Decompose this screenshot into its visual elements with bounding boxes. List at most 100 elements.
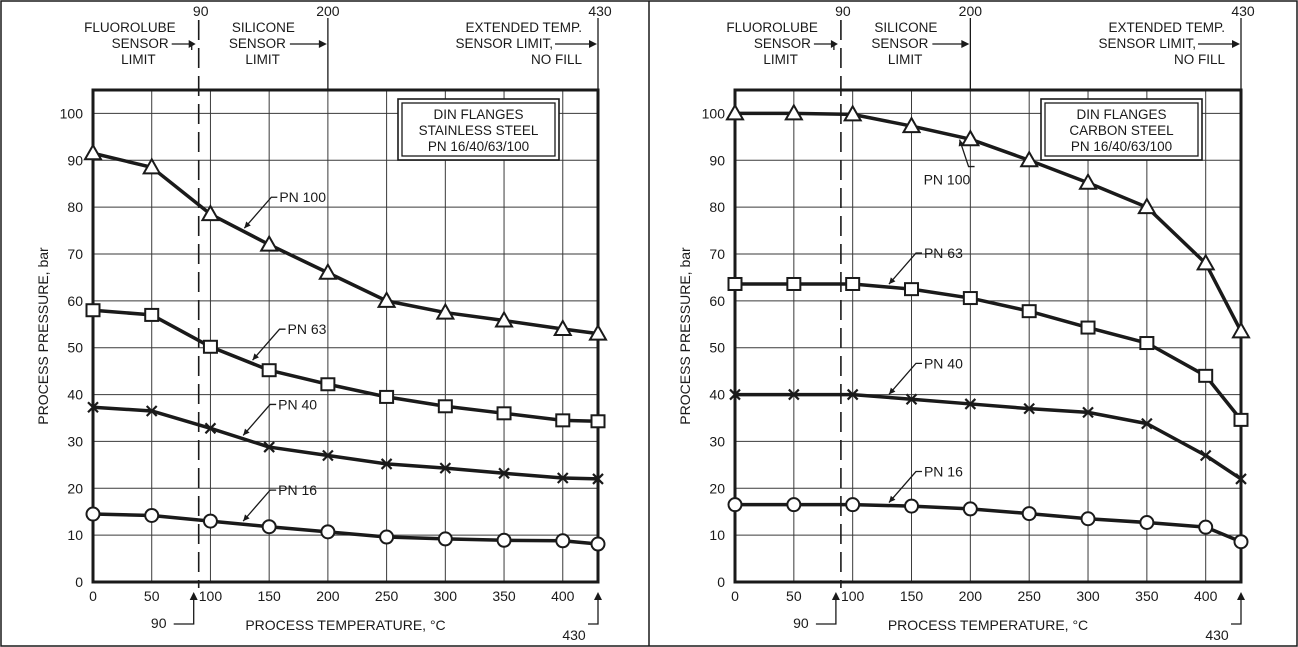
x-tick-label: 0 <box>731 588 739 604</box>
data-point-pn-16 <box>1139 514 1155 530</box>
data-point-pn-40 <box>905 393 918 406</box>
y-tick-label: 100 <box>60 105 84 121</box>
chart-carbon-steel: 0 10 20 30 40 50 60 70 80 90 100 0 50 100 150 200 250 300… <box>677 3 1255 643</box>
data-point-pn-16 <box>144 507 160 523</box>
chart-stainless-steel: 0 10 20 30 40 50 60 70 80 90 100 0 50 100 150 200 250 300… <box>35 3 612 643</box>
data-point-pn-63 <box>1233 412 1249 427</box>
limit-value-200: 200 <box>959 3 983 19</box>
legend-box-inner <box>401 102 556 157</box>
data-point-pn-100 <box>435 302 456 320</box>
legend-box-text: PN 16/40/63/100 <box>428 139 529 154</box>
y-tick-label: 60 <box>67 293 83 309</box>
y-tick-label: 30 <box>709 433 725 449</box>
limit-value-90: 90 <box>835 3 851 19</box>
data-point-pn-40 <box>439 462 452 474</box>
data-point-pn-40 <box>498 467 510 480</box>
series-line-pn-63 <box>735 282 1243 421</box>
plot-frame <box>733 88 1243 584</box>
legend-box-text: PN 16/40/63/100 <box>1071 139 1172 154</box>
data-point-pn-63 <box>496 406 512 421</box>
limit-value-430: 430 <box>1231 3 1255 19</box>
bottom-430-arrowhead <box>1237 592 1245 600</box>
bottom-430-arrow <box>1231 600 1242 625</box>
data-point-pn-40 <box>1235 473 1247 485</box>
data-point-pn-40 <box>846 388 859 401</box>
extended-arrowhead <box>589 40 597 48</box>
data-point-pn-40 <box>556 472 569 484</box>
x-tick-label: 50 <box>144 588 160 604</box>
extended-arrowhead <box>1232 40 1240 48</box>
series-leader-line <box>242 403 277 436</box>
data-point-pn-100 <box>901 116 922 134</box>
series-label: PN 16 <box>278 482 317 498</box>
data-point-pn-16 <box>962 501 978 517</box>
x-tick-label: 150 <box>900 588 924 604</box>
data-point-pn-16 <box>786 497 802 513</box>
silicone-label: SENSOR <box>871 36 928 51</box>
y-tick-label: 50 <box>67 340 83 356</box>
data-point-pn-40 <box>263 441 275 453</box>
bottom-430-arrowhead <box>594 592 602 600</box>
series-leader-arrowhead <box>243 514 250 522</box>
data-point-pn-16 <box>904 498 920 514</box>
data-point-pn-63 <box>904 282 920 297</box>
x-tick-label: 100 <box>841 588 865 604</box>
x-tick-label: 250 <box>375 588 399 604</box>
x-tick-label: 250 <box>1018 588 1042 604</box>
data-point-pn-16 <box>496 532 512 548</box>
y-tick-label: 80 <box>709 199 725 215</box>
fluorolube-label: LIMIT <box>121 52 156 67</box>
data-point-pn-63 <box>437 399 453 414</box>
bottom-90-label: 90 <box>793 615 809 631</box>
series-line-pn-16 <box>735 502 1242 544</box>
data-point-pn-100 <box>588 323 608 341</box>
series-leader-line <box>252 328 286 361</box>
data-point-pn-40 <box>729 388 741 401</box>
bottom-430-label: 430 <box>562 627 586 643</box>
legend-box-text: STAINLESS STEEL <box>419 123 539 138</box>
data-point-pn-63 <box>786 276 802 291</box>
bottom-90-label: 90 <box>151 615 167 631</box>
data-point-pn-16 <box>845 497 861 513</box>
series-label: PN 40 <box>278 396 317 412</box>
data-point-pn-100 <box>842 104 863 122</box>
fluorolube-label: SENSOR <box>112 36 169 51</box>
data-point-pn-40 <box>1023 402 1035 415</box>
data-point-pn-100 <box>141 157 162 175</box>
data-point-pn-100 <box>376 290 397 308</box>
x-tick-label: 0 <box>89 588 97 604</box>
data-point-pn-100 <box>960 129 981 147</box>
data-point-pn-100 <box>494 310 514 328</box>
limit-value-200: 200 <box>316 3 340 19</box>
data-point-pn-63 <box>590 414 606 429</box>
series-leader-line <box>888 252 922 285</box>
series-label: PN 100 <box>924 172 971 188</box>
extended-label: EXTENDED TEMP. <box>1108 20 1225 35</box>
legend-box-text: CARBON STEEL <box>1069 123 1174 138</box>
data-point-pn-16 <box>202 513 218 529</box>
y-tick-label: 60 <box>709 293 725 309</box>
extended-label: NO FILL <box>1174 52 1226 67</box>
series-leader-line <box>958 139 975 168</box>
x-tick-label: 100 <box>199 588 223 604</box>
data-point-pn-63 <box>320 377 336 392</box>
x-axis-title: PROCESS TEMPERATURE, °C <box>245 617 445 633</box>
data-point-pn-63 <box>261 363 277 378</box>
series-leader-line <box>888 470 922 503</box>
y-tick-label: 30 <box>67 433 83 449</box>
data-point-pn-63 <box>1080 320 1096 335</box>
series-line-pn-63 <box>92 308 599 424</box>
y-tick-label: 40 <box>709 387 725 403</box>
y-tick-label: 70 <box>709 246 725 262</box>
data-point-pn-63 <box>555 413 571 428</box>
limit-value-430: 430 <box>588 3 612 19</box>
data-point-pn-63 <box>379 389 395 404</box>
data-point-pn-63 <box>962 291 978 306</box>
series-leader-line <box>888 362 922 395</box>
silicone-arrowhead <box>318 40 327 48</box>
data-point-pn-16 <box>1021 506 1037 522</box>
silicone-label: SENSOR <box>229 36 286 51</box>
data-point-pn-100 <box>1078 172 1098 190</box>
data-point-pn-16 <box>85 506 101 522</box>
series-line-pn-100 <box>92 151 599 336</box>
